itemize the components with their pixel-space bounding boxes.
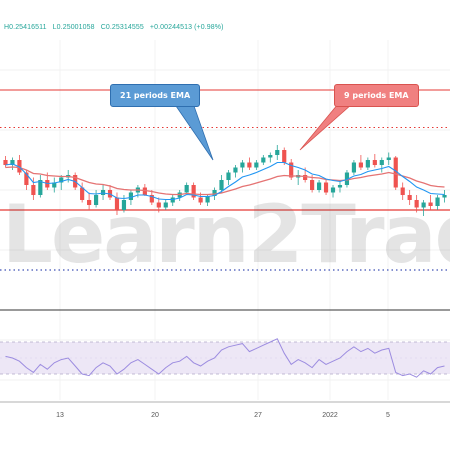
ema-lines: [5, 161, 445, 201]
x-tick-label: 20: [151, 412, 159, 419]
callout-arrows: [175, 103, 354, 161]
candle-body: [233, 167, 238, 173]
candle-body: [261, 157, 266, 163]
candle-body: [323, 182, 329, 193]
candle-body: [372, 160, 377, 165]
x-tick-label: 2022: [322, 412, 338, 419]
rsi-line: [5, 338, 445, 378]
ema-fast-line: [5, 161, 445, 201]
candle-body: [400, 187, 405, 195]
candle-body: [219, 180, 224, 190]
candle-body: [344, 172, 350, 185]
rsi-pane: [0, 338, 450, 378]
candle-body: [282, 150, 287, 163]
candle-body: [184, 185, 189, 193]
ohlc-high: H0.25416511: [4, 24, 47, 31]
candle-body: [3, 160, 8, 165]
candle-body: [254, 162, 259, 168]
candle-body: [38, 180, 43, 195]
candle-body: [303, 175, 308, 180]
candle-body: [80, 187, 85, 200]
candle-body: [247, 162, 252, 168]
candle-body: [212, 190, 217, 196]
candle-body: [421, 202, 426, 208]
candle-body: [87, 200, 92, 205]
ohlc-close: C0.25314555: [100, 24, 144, 31]
candle-body: [379, 160, 384, 165]
candle-body: [365, 160, 370, 168]
candle-body: [226, 172, 231, 180]
candle-body: [198, 197, 203, 203]
candle-body: [316, 182, 322, 190]
watermark-logo: Learn2Trade: [2, 188, 450, 281]
candle-body: [24, 172, 29, 185]
candle-body: [31, 185, 36, 195]
candle-body: [414, 200, 419, 208]
ema9-callout: 9 periods EMA: [334, 84, 419, 107]
candle-body: [428, 202, 433, 206]
candle-body: [163, 202, 168, 208]
candle-body: [156, 202, 161, 208]
candle-body: [191, 185, 196, 198]
candle-body: [17, 160, 22, 173]
candle-body: [128, 192, 134, 200]
ohlc-change: +0.00244513 (+0.98%): [149, 24, 224, 31]
ohlc-low: L0.25001058: [52, 24, 95, 31]
candle-body: [114, 197, 120, 210]
candle-body: [435, 197, 440, 206]
candle-body: [407, 195, 412, 200]
ema-slow-line: [5, 166, 445, 196]
candle-body: [442, 195, 447, 198]
candle-body: [337, 185, 343, 188]
candle-body: [310, 180, 315, 190]
candle-body: [205, 196, 210, 203]
candle-body: [149, 195, 154, 203]
candle-body: [330, 187, 336, 193]
candle-body: [59, 177, 64, 183]
candle-body: [275, 150, 280, 155]
candle-body: [240, 162, 245, 168]
candle-body: [121, 200, 127, 210]
candle-body: [142, 187, 147, 195]
x-tick-label: 27: [254, 412, 262, 419]
candle-body: [358, 162, 363, 168]
candle-body: [10, 160, 15, 165]
x-tick-label: 13: [56, 412, 64, 419]
candle-body: [52, 182, 57, 188]
candles: [3, 145, 447, 216]
candle-body: [268, 155, 273, 158]
candle-body: [289, 162, 294, 178]
x-tick-label: 5: [386, 412, 390, 419]
candle-body: [386, 157, 391, 160]
candle-body: [351, 162, 357, 173]
ohlc-readout: H0.25416511 L0.25001058 C0.25314555 +0.0…: [4, 24, 228, 31]
ema21-callout: 21 periods EMA: [110, 84, 201, 107]
candle-body: [93, 195, 99, 205]
candle-body: [393, 157, 398, 188]
